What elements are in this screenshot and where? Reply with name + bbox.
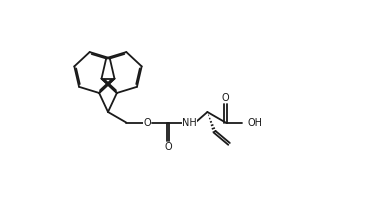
Text: O: O [165,142,172,152]
Text: O: O [222,93,230,103]
Text: NH: NH [182,118,196,128]
Text: OH: OH [247,118,263,128]
Text: O: O [143,118,151,128]
